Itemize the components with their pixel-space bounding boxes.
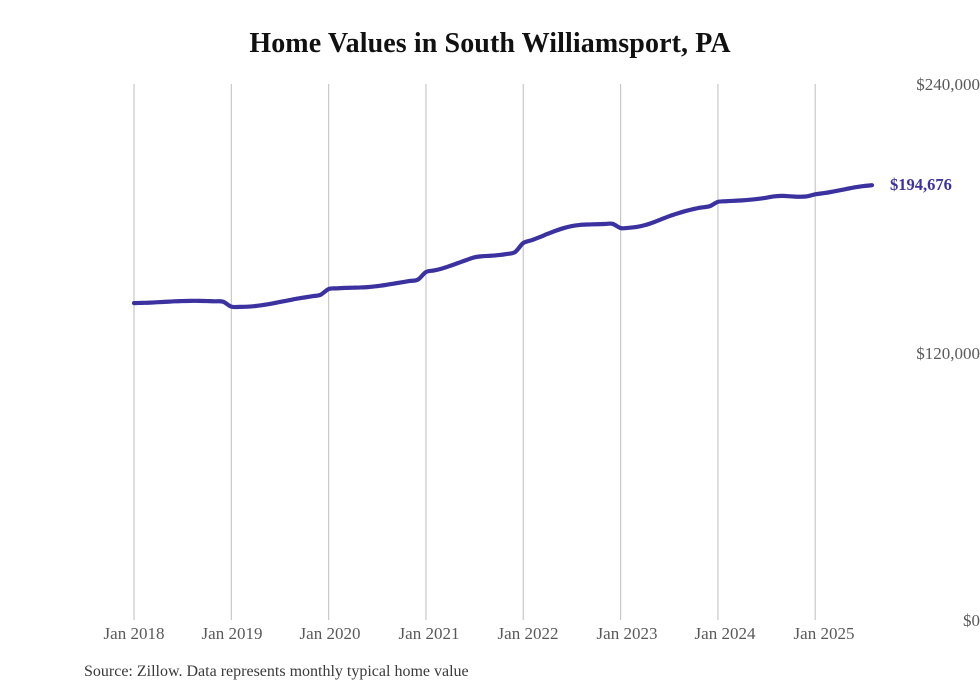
home-value-line-series [131, 183, 875, 310]
y-axis-tick-label-240000: $240,000 [916, 75, 980, 94]
x-axis-tick-label-jan-2018: Jan 2018 [103, 624, 165, 643]
x-axis-tick-label-jan-2021: Jan 2021 [398, 624, 460, 643]
x-axis-tick-label-jan-2022: Jan 2022 [497, 624, 559, 643]
y-axis-tick-label-120000: $120,000 [916, 344, 980, 363]
vertical-gridlines [133, 84, 816, 620]
x-axis-tick-label-jan-2020: Jan 2020 [299, 624, 361, 643]
source-note: Source: Zillow. Data represents monthly … [84, 663, 469, 680]
chart-title: Home Values in South Williamsport, PA [249, 28, 731, 59]
end-value-annotation: $194,676 [890, 175, 952, 195]
x-axis-tick-label-jan-2019: Jan 2019 [201, 624, 263, 643]
x-axis-tick-label-jan-2024: Jan 2024 [694, 624, 756, 643]
y-axis-tick-label-0: $0 [963, 611, 980, 630]
x-axis-tick-label-jan-2025: Jan 2025 [793, 624, 855, 643]
x-axis-tick-label-jan-2023: Jan 2023 [596, 624, 658, 643]
